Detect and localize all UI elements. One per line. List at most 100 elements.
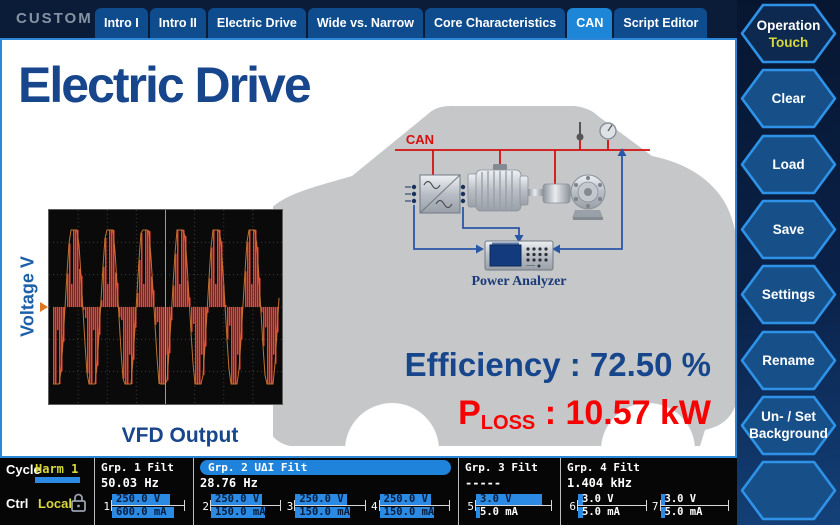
voltage-range-bar bbox=[660, 494, 666, 505]
efficiency-readout: Efficiency : 72.50 % bbox=[404, 346, 711, 383]
current-range-value: 150.0 mA bbox=[215, 506, 266, 518]
channel-number: 7 bbox=[651, 499, 659, 513]
channel-number: 3 bbox=[286, 499, 294, 513]
current-range-bar bbox=[379, 507, 434, 518]
page-title: Electric Drive bbox=[18, 57, 312, 113]
power-analyzer bbox=[484, 240, 554, 271]
channel-2-range[interactable]: 2 250.0 V 150.0 mA bbox=[200, 492, 284, 520]
channel-number: 1 bbox=[103, 499, 110, 513]
current-range-value: 150.0 mA bbox=[383, 506, 435, 518]
voltage-range-bar bbox=[211, 494, 263, 505]
sidebar-button-label: Rename bbox=[762, 352, 815, 368]
status-bar: Cycle Harm 1 Ctrl Local Grp. 1 Filt 50.03… bbox=[0, 458, 737, 525]
group-header-1[interactable]: Grp. 1 Filt bbox=[101, 461, 174, 474]
sidebar-button-load[interactable]: Load bbox=[740, 134, 837, 195]
sidebar-button-settings[interactable]: Settings bbox=[740, 264, 837, 325]
voltage-range-bar bbox=[295, 494, 347, 505]
thermometer-icon bbox=[576, 122, 584, 141]
trigger-marker-icon bbox=[40, 302, 48, 312]
sidebar-button-un-set-background[interactable]: Un- / Set Background bbox=[740, 395, 837, 456]
front-wheel-cutout bbox=[601, 403, 695, 455]
sidebar-button-operation[interactable]: Operation Touch bbox=[740, 3, 837, 64]
sidebar-button-rename[interactable]: Rename bbox=[740, 330, 837, 391]
ctrl-value: Local bbox=[38, 496, 72, 511]
current-range-bar bbox=[112, 507, 175, 518]
voltage-range-value: 250.0 V bbox=[215, 493, 260, 505]
car-drivetrain-diagram: CAN bbox=[273, 106, 735, 455]
channel-number: 5 bbox=[467, 499, 474, 513]
measurement-wires bbox=[413, 156, 623, 250]
sidebar-button-label: Un- / Set Background bbox=[749, 409, 828, 442]
cycle-value: Harm 1 bbox=[35, 462, 79, 476]
channel-7-range[interactable]: 7 3.0 V 5.0 mA bbox=[650, 492, 733, 520]
sidebar-button-label: Save bbox=[772, 221, 805, 237]
channel-1-range[interactable]: 1 250.0 V 600.0 mA bbox=[101, 492, 188, 520]
sidebar-button-clear[interactable]: Clear bbox=[740, 68, 837, 129]
channel-6-range[interactable]: 6 3.0 V 5.0 mA bbox=[567, 492, 650, 520]
channel-range-axis: 250.0 V 150.0 mA bbox=[210, 492, 282, 520]
tab-electric-drive[interactable]: Electric Drive bbox=[207, 8, 306, 38]
channel-5-range[interactable]: 5 3.0 V 5.0 mA bbox=[465, 492, 555, 520]
hexagon-shape bbox=[740, 134, 837, 194]
can-bus-lines bbox=[395, 138, 650, 184]
current-range-value: 150.0 mA bbox=[299, 506, 350, 518]
measurement-groups: Grp. 1 Filt 50.03 Hz 1 250.0 V 600.0 mA Grp. … bbox=[94, 458, 737, 525]
tab-script-editor[interactable]: Script Editor bbox=[614, 8, 708, 38]
main-panel: Electric Drive CAN bbox=[0, 38, 737, 458]
can-bus-label: CAN bbox=[406, 132, 434, 147]
sidebar-button-label bbox=[740, 460, 837, 521]
channel-4-range[interactable]: 4 250.0 V 150.0 mA bbox=[369, 492, 453, 520]
hexagon-shape bbox=[740, 330, 837, 390]
current-range-bar bbox=[211, 507, 266, 518]
phase-terminals bbox=[405, 184, 466, 204]
current-range-bar bbox=[476, 507, 480, 518]
channel-number: 2 bbox=[202, 499, 209, 513]
sidebar-button-blank[interactable] bbox=[740, 460, 837, 521]
power-analyzer-label: Power Analyzer bbox=[472, 274, 567, 289]
tab-core-characteristics[interactable]: Core Characteristics bbox=[424, 8, 566, 38]
voltage-range-bar bbox=[578, 494, 583, 505]
group-section-3[interactable]: Grp. 3 Filt ----- 5 3.0 V 5.0 mA bbox=[458, 458, 560, 525]
scope-caption: VFD Output bbox=[121, 424, 239, 447]
cycle-label: Cycle bbox=[6, 462, 41, 477]
hexagon-shape bbox=[740, 68, 837, 129]
group-frequency-3: ----- bbox=[465, 476, 502, 490]
voltage-range-bar bbox=[476, 494, 543, 505]
voltage-range-value: 3.0 V bbox=[582, 493, 614, 505]
sidebar-button-label: Operation Touch bbox=[756, 17, 821, 50]
group-section-4[interactable]: Grp. 4 Filt 1.404 kHz 6 3.0 V 5.0 mA 7 3.0 V 5.… bbox=[560, 458, 737, 525]
current-range-value: 600.0 mA bbox=[116, 506, 167, 518]
sidebar-button-label: Load bbox=[772, 156, 805, 172]
hexagon-shape bbox=[740, 264, 837, 325]
group-header-3[interactable]: Grp. 3 Filt bbox=[465, 461, 538, 474]
cycle-progress-bar bbox=[35, 477, 80, 483]
voltage-range-value: 3.0 V bbox=[480, 493, 512, 505]
sidebar-button-save[interactable]: Save bbox=[740, 199, 837, 260]
tab-can[interactable]: CAN bbox=[567, 8, 613, 38]
ctrl-label: Ctrl bbox=[6, 496, 29, 511]
sidebar: Operation Touch Clear Load Save Settings Renam… bbox=[737, 0, 840, 525]
gauge-icon bbox=[599, 122, 617, 140]
group-section-2[interactable]: Grp. 2 UΔI Filt 28.76 Hz 2 250.0 V 150.0 mA 3… bbox=[193, 458, 458, 525]
lock-icon bbox=[71, 493, 86, 512]
group-section-1[interactable]: Grp. 1 Filt 50.03 Hz 1 250.0 V 600.0 mA bbox=[94, 458, 193, 525]
channel-3-range[interactable]: 3 250.0 V 150.0 mA bbox=[284, 492, 368, 520]
voltage-range-value: 250.0 V bbox=[383, 493, 428, 505]
channel-range-axis: 250.0 V 150.0 mA bbox=[294, 492, 366, 520]
current-range-bar bbox=[578, 507, 583, 518]
load-machine bbox=[570, 174, 606, 220]
current-range-bar bbox=[660, 507, 666, 518]
sidebar-button-label: Settings bbox=[761, 287, 816, 303]
channel-range-axis: 3.0 V 5.0 mA bbox=[659, 492, 729, 520]
current-range-value: 5.0 mA bbox=[664, 506, 703, 518]
tab-wide-vs-narrow[interactable]: Wide vs. Narrow bbox=[307, 8, 423, 38]
tab-strip: Intro I Intro II Electric Drive Wide vs. Na… bbox=[95, 8, 708, 38]
vfd-scope-display bbox=[40, 209, 283, 405]
channel-range-axis: 250.0 V 150.0 mA bbox=[378, 492, 450, 520]
mode-label: CUSTOM bbox=[16, 10, 93, 27]
group-header-2[interactable]: Grp. 2 UΔI Filt bbox=[200, 460, 451, 475]
hexagon-shape bbox=[740, 199, 837, 260]
group-header-4[interactable]: Grp. 4 Filt bbox=[567, 461, 640, 474]
tab-intro-i[interactable]: Intro I bbox=[95, 8, 148, 38]
tab-intro-ii[interactable]: Intro II bbox=[149, 8, 206, 38]
